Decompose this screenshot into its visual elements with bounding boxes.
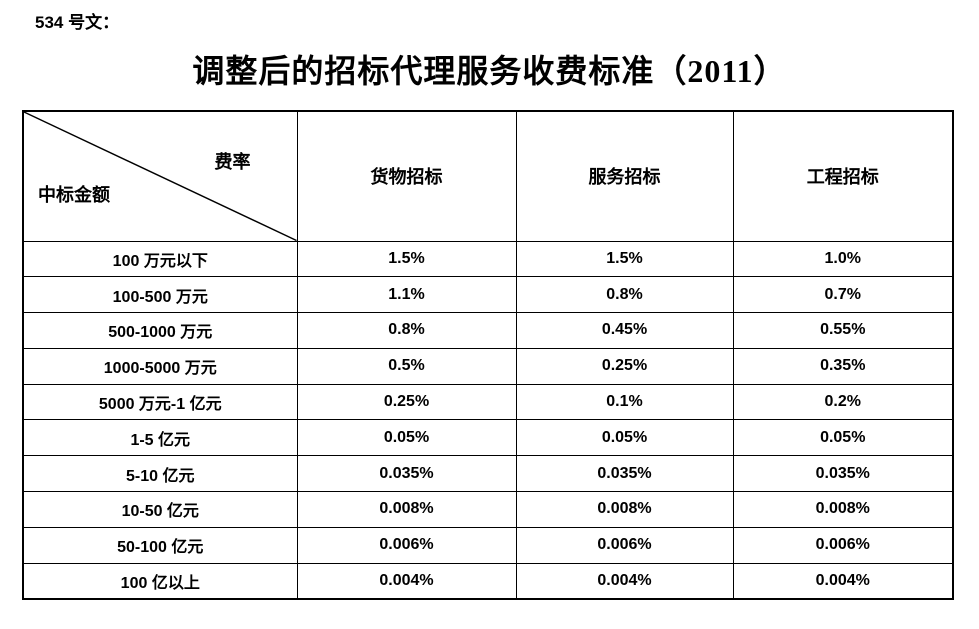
goods-rate-cell: 1.1% bbox=[296, 276, 517, 314]
service-rate-cell: 0.25% bbox=[515, 347, 734, 385]
corner-label-rate: 费率 bbox=[214, 152, 251, 172]
goods-rate-cell: 0.006% bbox=[296, 526, 517, 564]
table-row: 100 万元以下 1.5% 1.5% 1.0% bbox=[22, 240, 954, 278]
diagonal-header-cell: 费率 中标金额 bbox=[22, 110, 298, 242]
table-row: 50-100 亿元 0.006% 0.006% 0.006% bbox=[22, 526, 954, 564]
column-header-service-tender: 服务招标 bbox=[515, 110, 734, 242]
engineering-rate-cell: 0.05% bbox=[732, 419, 954, 457]
engineering-rate-cell: 0.35% bbox=[732, 347, 954, 385]
service-rate-cell: 1.5% bbox=[515, 240, 734, 278]
amount-tier-cell: 100-500 万元 bbox=[22, 276, 298, 314]
service-rate-cell: 0.004% bbox=[515, 562, 734, 600]
amount-tier-cell: 100 万元以下 bbox=[22, 240, 298, 278]
table-row: 1000-5000 万元 0.5% 0.25% 0.35% bbox=[22, 347, 954, 385]
service-rate-cell: 0.45% bbox=[515, 312, 734, 349]
engineering-rate-cell: 0.2% bbox=[732, 383, 954, 421]
goods-rate-cell: 0.05% bbox=[296, 419, 517, 457]
table-row: 500-1000 万元 0.8% 0.45% 0.55% bbox=[22, 312, 954, 349]
engineering-rate-cell: 0.004% bbox=[732, 562, 954, 600]
goods-rate-cell: 0.004% bbox=[296, 562, 517, 600]
amount-tier-cell: 100 亿以上 bbox=[22, 562, 298, 600]
table-header-row: 费率 中标金额 货物招标 服务招标 工程招标 bbox=[22, 110, 954, 242]
diagonal-line bbox=[24, 112, 297, 241]
engineering-rate-cell: 0.7% bbox=[732, 276, 954, 314]
service-rate-cell: 0.008% bbox=[515, 491, 734, 528]
amount-tier-cell: 5-10 亿元 bbox=[22, 455, 298, 493]
table-row: 5000 万元-1 亿元 0.25% 0.1% 0.2% bbox=[22, 383, 954, 421]
service-rate-cell: 0.1% bbox=[515, 383, 734, 421]
engineering-rate-cell: 0.008% bbox=[732, 491, 954, 528]
service-rate-cell: 0.8% bbox=[515, 276, 734, 314]
column-header-engineering-tender: 工程招标 bbox=[732, 110, 954, 242]
goods-rate-cell: 0.008% bbox=[296, 491, 517, 528]
service-rate-cell: 0.006% bbox=[515, 526, 734, 564]
engineering-rate-cell: 0.55% bbox=[732, 312, 954, 349]
amount-tier-cell: 1000-5000 万元 bbox=[22, 347, 298, 385]
page-title: 调整后的招标代理服务收费标准（2011） bbox=[192, 53, 787, 89]
table-row: 100 亿以上 0.004% 0.004% 0.004% bbox=[22, 562, 954, 600]
table-row: 10-50 亿元 0.008% 0.008% 0.008% bbox=[22, 491, 954, 528]
amount-tier-cell: 10-50 亿元 bbox=[22, 491, 298, 528]
goods-rate-cell: 1.5% bbox=[296, 240, 517, 278]
engineering-rate-cell: 0.006% bbox=[732, 526, 954, 564]
corner-label-bid-amount: 中标金额 bbox=[38, 184, 110, 205]
goods-rate-cell: 0.25% bbox=[296, 383, 517, 421]
service-rate-cell: 0.05% bbox=[515, 419, 734, 457]
amount-tier-cell: 5000 万元-1 亿元 bbox=[22, 383, 298, 421]
doc-number-label: 534 号文： bbox=[35, 13, 120, 32]
column-header-goods-tender: 货物招标 bbox=[296, 110, 517, 242]
amount-tier-cell: 1-5 亿元 bbox=[22, 419, 298, 457]
table-row: 1-5 亿元 0.05% 0.05% 0.05% bbox=[22, 419, 954, 457]
table-row: 5-10 亿元 0.035% 0.035% 0.035% bbox=[22, 455, 954, 493]
engineering-rate-cell: 0.035% bbox=[732, 455, 954, 493]
goods-rate-cell: 0.5% bbox=[296, 347, 517, 385]
goods-rate-cell: 0.8% bbox=[296, 312, 517, 349]
table-row: 100-500 万元 1.1% 0.8% 0.7% bbox=[22, 276, 954, 314]
engineering-rate-cell: 1.0% bbox=[732, 240, 954, 278]
amount-tier-cell: 50-100 亿元 bbox=[22, 526, 298, 564]
amount-tier-cell: 500-1000 万元 bbox=[22, 312, 298, 349]
goods-rate-cell: 0.035% bbox=[296, 455, 517, 493]
service-rate-cell: 0.035% bbox=[515, 455, 734, 493]
fee-table: 费率 中标金额 货物招标 服务招标 工程招标 100 万元以下 1.5% 1.5… bbox=[22, 110, 954, 600]
